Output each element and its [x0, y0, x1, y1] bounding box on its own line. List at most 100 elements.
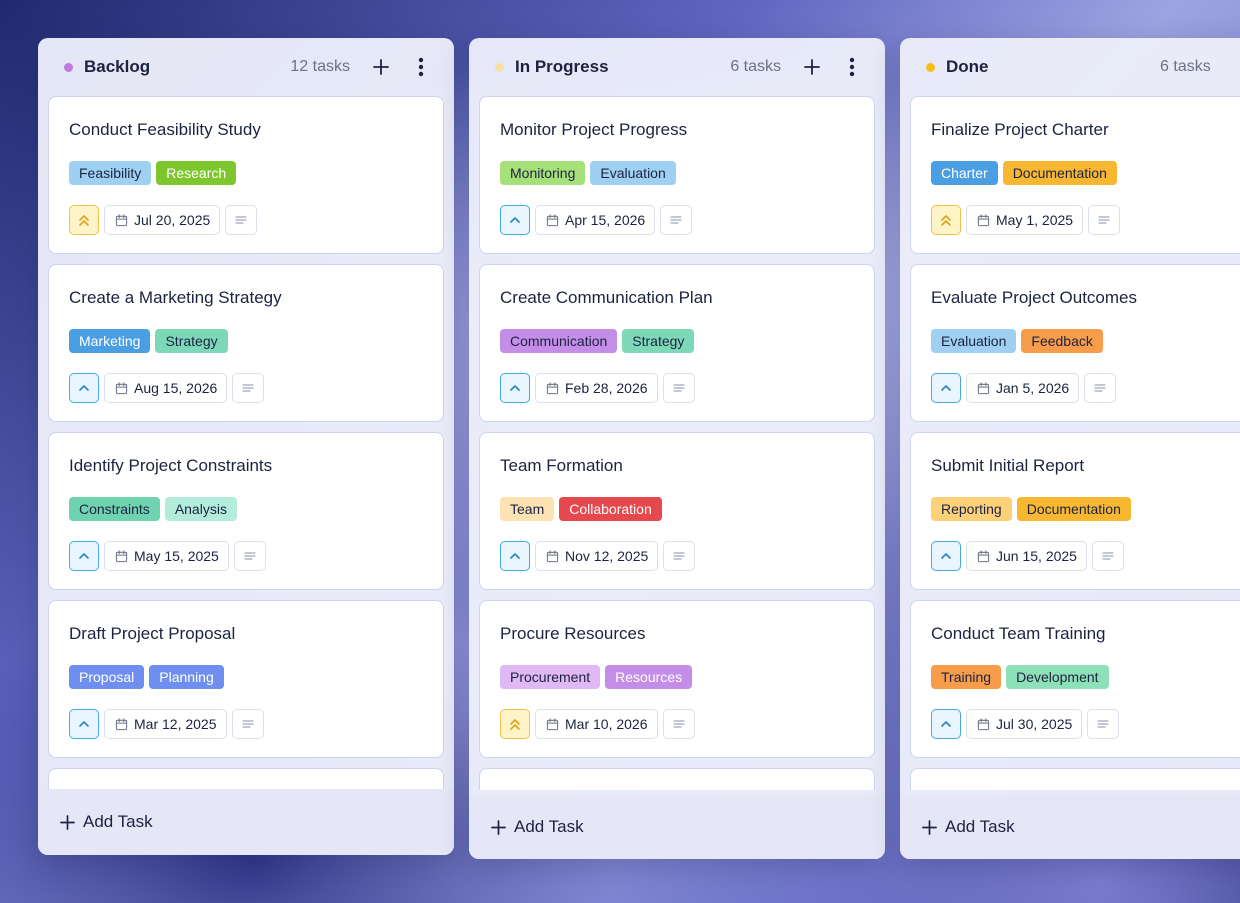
- task-meta: May 1, 2025: [931, 205, 1229, 235]
- add-task-plus-icon[interactable]: [372, 56, 390, 78]
- due-date[interactable]: Mar 10, 2026: [535, 709, 658, 739]
- tag-badge[interactable]: Reporting: [931, 497, 1012, 521]
- tag-badge[interactable]: Development: [1006, 665, 1109, 689]
- tag-badge[interactable]: Evaluation: [590, 161, 676, 185]
- calendar-icon: [546, 381, 559, 395]
- tag-badge[interactable]: Evaluation: [931, 329, 1017, 353]
- priority-medium-icon[interactable]: [500, 541, 530, 571]
- tag-list: Training Development: [931, 665, 1229, 689]
- tag-badge[interactable]: Constraints: [69, 497, 160, 521]
- due-date[interactable]: Jul 20, 2025: [104, 205, 221, 235]
- priority-medium-icon[interactable]: [69, 373, 99, 403]
- priority-medium-icon[interactable]: [69, 709, 99, 739]
- tag-list: Proposal Planning: [69, 665, 423, 689]
- description-icon[interactable]: [232, 373, 265, 403]
- task-card[interactable]: Evaluate Project Outcomes Evaluation Feedb…: [910, 264, 1240, 422]
- task-title: Evaluate Project Outcomes: [931, 288, 1137, 307]
- due-date[interactable]: Mar 12, 2025: [104, 709, 227, 739]
- tag-list: Evaluation Feedback: [931, 329, 1229, 353]
- tag-badge[interactable]: Research: [156, 161, 237, 185]
- tag-badge[interactable]: Monitoring: [500, 161, 586, 185]
- tag-badge[interactable]: Communication: [500, 329, 618, 353]
- due-date[interactable]: Jan 5, 2026: [966, 373, 1080, 403]
- description-icon[interactable]: [1091, 541, 1124, 571]
- task-meta: Mar 10, 2026: [500, 709, 854, 739]
- due-date[interactable]: Feb 28, 2026: [535, 373, 658, 403]
- add-task-plus-icon[interactable]: [803, 56, 821, 78]
- tag-badge[interactable]: Resources: [605, 665, 693, 689]
- due-date-text: Jul 30, 2025: [996, 716, 1073, 732]
- description-icon[interactable]: [231, 709, 264, 739]
- priority-medium-icon[interactable]: [931, 541, 961, 571]
- priority-medium-icon[interactable]: [500, 205, 530, 235]
- due-date[interactable]: May 1, 2025: [966, 205, 1084, 235]
- plus-icon: [491, 819, 506, 835]
- due-date[interactable]: May 15, 2025: [104, 541, 229, 571]
- due-date[interactable]: Apr 15, 2026: [535, 205, 656, 235]
- tag-list: Constraints Analysis: [69, 497, 423, 521]
- description-icon[interactable]: [1087, 709, 1120, 739]
- tag-badge[interactable]: Training: [931, 665, 1002, 689]
- tag-badge[interactable]: Analysis: [164, 497, 237, 521]
- task-card[interactable]: Conduct Team Training Training Development…: [910, 600, 1240, 758]
- description-icon[interactable]: [233, 541, 266, 571]
- due-date-text: Feb 28, 2026: [565, 380, 648, 396]
- tag-badge[interactable]: Team: [500, 497, 555, 521]
- description-icon[interactable]: [662, 373, 695, 403]
- priority-high-icon[interactable]: [931, 205, 961, 235]
- task-title: Draft Project Proposal: [69, 624, 236, 643]
- add-task-button[interactable]: Add Task: [38, 789, 454, 855]
- tag-badge[interactable]: Collaboration: [559, 497, 662, 521]
- priority-medium-icon[interactable]: [69, 541, 99, 571]
- description-icon[interactable]: [662, 709, 695, 739]
- task-card[interactable]: Monitor Project Progress Monitoring Evalua…: [479, 96, 875, 254]
- due-date[interactable]: Jul 30, 2025: [966, 709, 1083, 739]
- task-card-partial[interactable]: [910, 768, 1240, 790]
- tag-badge[interactable]: Charter: [931, 161, 998, 185]
- task-card-partial[interactable]: [48, 768, 444, 790]
- more-options-icon[interactable]: [843, 56, 861, 78]
- task-title: Finalize Project Charter: [931, 120, 1109, 139]
- add-task-button[interactable]: Add Task: [900, 795, 1240, 859]
- task-card[interactable]: Create a Marketing Strategy Marketing Stra…: [48, 264, 444, 422]
- tag-badge[interactable]: Documentation: [1002, 161, 1117, 185]
- priority-medium-icon[interactable]: [931, 373, 961, 403]
- description-icon[interactable]: [1088, 205, 1121, 235]
- due-date[interactable]: Nov 12, 2025: [535, 541, 659, 571]
- tag-badge[interactable]: Strategy: [155, 329, 228, 353]
- priority-high-icon[interactable]: [69, 205, 99, 235]
- plus-icon: [922, 819, 937, 835]
- task-card[interactable]: Team Formation Team Collaboration Nov 12, 2…: [479, 432, 875, 590]
- tag-badge[interactable]: Planning: [149, 665, 224, 689]
- tag-badge[interactable]: Marketing: [69, 329, 151, 353]
- priority-medium-icon[interactable]: [931, 709, 961, 739]
- task-card[interactable]: Finalize Project Charter Charter Documenta…: [910, 96, 1240, 254]
- description-icon[interactable]: [663, 541, 696, 571]
- due-date[interactable]: Jun 15, 2025: [966, 541, 1087, 571]
- tag-badge[interactable]: Documentation: [1016, 497, 1131, 521]
- due-date[interactable]: Aug 15, 2026: [104, 373, 228, 403]
- more-options-icon[interactable]: [412, 56, 430, 78]
- tag-badge[interactable]: Feasibility: [69, 161, 152, 185]
- tag-badge[interactable]: Feedback: [1021, 329, 1103, 353]
- description-icon[interactable]: [1084, 373, 1117, 403]
- task-card[interactable]: Draft Project Proposal Proposal Planning Ma…: [48, 600, 444, 758]
- description-icon[interactable]: [660, 205, 693, 235]
- task-card[interactable]: Conduct Feasibility Study Feasibility Rese…: [48, 96, 444, 254]
- add-task-button[interactable]: Add Task: [469, 795, 885, 859]
- tag-list: Communication Strategy: [500, 329, 854, 353]
- tag-badge[interactable]: Proposal: [69, 665, 145, 689]
- tag-badge[interactable]: Strategy: [622, 329, 695, 353]
- task-card-partial[interactable]: [479, 768, 875, 790]
- task-card[interactable]: Submit Initial Report Reporting Documentat…: [910, 432, 1240, 590]
- status-dot: [926, 62, 935, 72]
- priority-medium-icon[interactable]: [500, 373, 530, 403]
- task-card[interactable]: Create Communication Plan Communication St…: [479, 264, 875, 422]
- task-card[interactable]: Procure Resources Procurement Resources Mar…: [479, 600, 875, 758]
- card-list: Conduct Feasibility Study Feasibility Rese…: [38, 96, 454, 790]
- description-icon[interactable]: [225, 205, 258, 235]
- task-card[interactable]: Identify Project Constraints Constraints A…: [48, 432, 444, 590]
- priority-high-icon[interactable]: [500, 709, 530, 739]
- task-meta: Jul 30, 2025: [931, 709, 1229, 739]
- tag-badge[interactable]: Procurement: [500, 665, 601, 689]
